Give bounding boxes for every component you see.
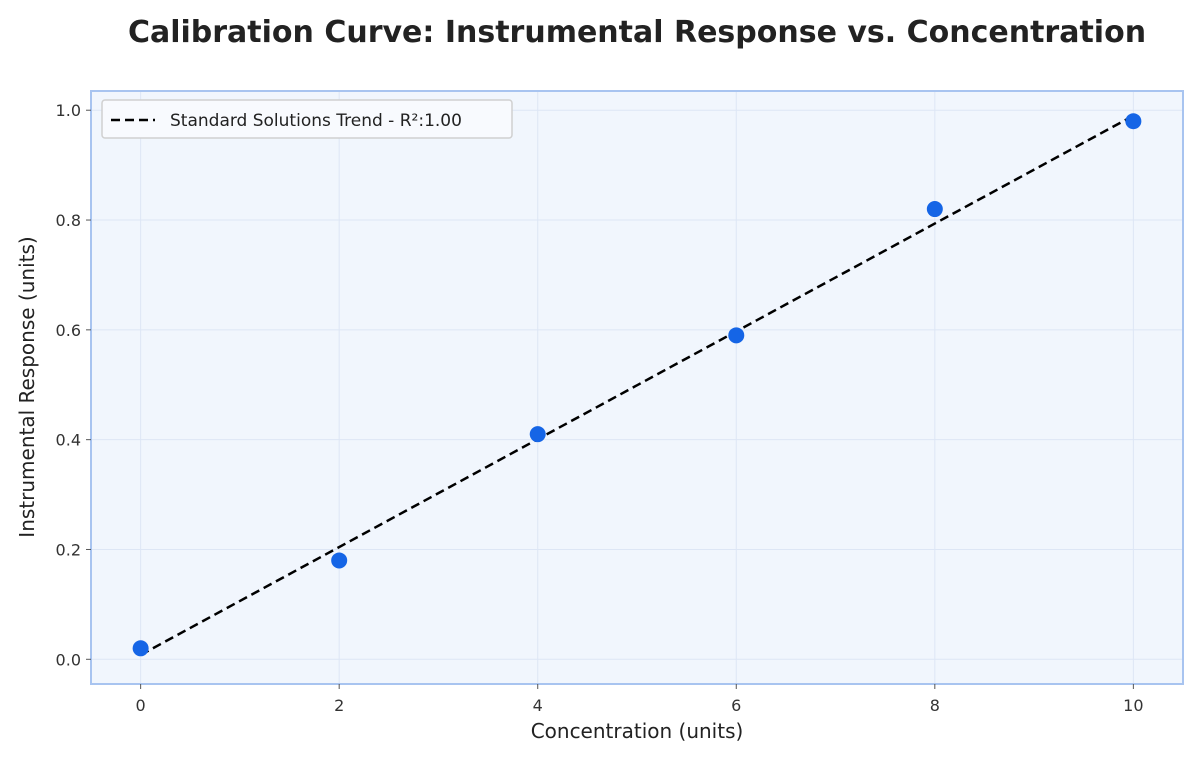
x-tick-label: 0 [136,696,146,715]
data-point [1125,113,1142,130]
x-axis-ticks: 0 2 4 6 8 10 [136,684,1144,715]
data-points [132,113,1142,657]
y-tick-label: 1.0 [56,101,81,120]
y-axis-ticks: 0.0 0.2 0.4 0.6 0.8 1.0 [56,101,91,669]
y-tick-label: 0.0 [56,650,81,669]
x-tick-label: 2 [334,696,344,715]
x-tick-label: 8 [930,696,940,715]
y-tick-label: 0.2 [56,540,81,559]
legend-box [101,99,513,139]
trend-line [140,114,1134,656]
y-tick-label: 0.4 [56,431,81,450]
data-point [926,201,943,218]
legend-label-trend: Standard Solutions Trend - R²:1.00 [170,111,462,131]
x-tick-label: 10 [1123,696,1143,715]
data-point [132,640,149,657]
x-tick-label: 4 [533,696,543,715]
data-point [529,426,546,443]
y-tick-label: 0.6 [56,321,81,340]
y-tick-label: 0.8 [56,211,81,230]
chart-title: Calibration Curve: Instrumental Response… [128,15,1146,50]
x-tick-label: 6 [731,696,741,715]
trend-line-layer [140,114,1134,656]
legend: Standard Solutions Trend - R²:1.00 [101,99,513,139]
data-point [728,327,745,344]
data-point [331,552,348,569]
x-axis-label: Concentration (units) [531,719,744,743]
plot-area [91,91,1183,684]
y-axis-label: Instrumental Response (units) [15,236,39,537]
plot-frame [90,90,1184,685]
